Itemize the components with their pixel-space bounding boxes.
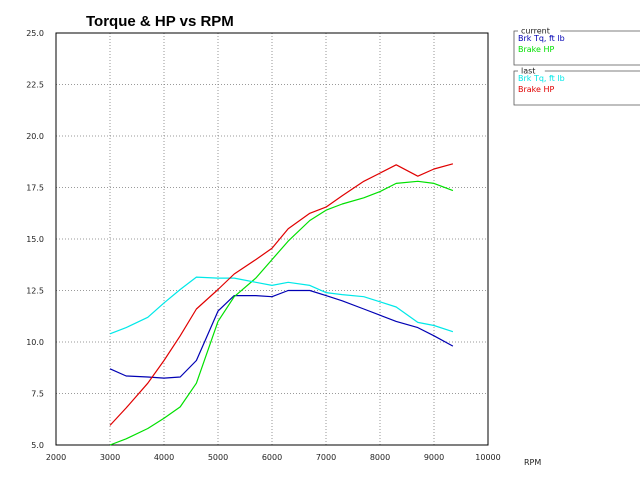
- grid-lines: [56, 33, 488, 445]
- legend-group-title: current: [521, 27, 550, 36]
- x-tick-label: 9000: [424, 453, 444, 462]
- plot-frame: [55, 32, 489, 446]
- x-tick-label: 4000: [154, 453, 174, 462]
- legend-group-title: last: [521, 67, 535, 76]
- x-tick-label: 7000: [316, 453, 336, 462]
- x-tick-label: 8000: [370, 453, 390, 462]
- y-tick-label: 5.0: [31, 441, 44, 450]
- y-tick-label: 25.0: [26, 29, 44, 38]
- series-line-current-brake-hp: [109, 180, 454, 446]
- legend-entry: Brake HP: [518, 85, 555, 94]
- y-tick-label: 10.0: [26, 338, 44, 347]
- x-tick-label: 5000: [208, 453, 228, 462]
- x-tick-label: 10000: [475, 453, 500, 462]
- series-line-current-brk-tq-ft-lb: [109, 289, 454, 379]
- tick-labels: 2000 3000 4000 5000 6000 7000 8000 9000 10000 5.0…: [26, 29, 501, 462]
- chart-title: Torque & HP vs RPM: [86, 13, 234, 30]
- series-line-last-brk-tq-ft-lb: [109, 276, 454, 335]
- legend-box: [513, 70, 640, 106]
- legend-box: [513, 30, 640, 66]
- y-tick-label: 20.0: [26, 132, 44, 141]
- legend-title-bg: [518, 66, 545, 75]
- legend-entry: Brk Tq, ft lb: [518, 34, 565, 43]
- legend-title-bg: [518, 26, 561, 35]
- legend-entry: Brake HP: [518, 45, 555, 54]
- y-tick-label: 15.0: [26, 235, 44, 244]
- y-tick-label: 17.5: [26, 184, 44, 193]
- series-lines: [109, 163, 454, 446]
- y-tick-label: 12.5: [26, 287, 44, 296]
- series-line-last-brake-hp: [109, 163, 454, 426]
- x-tick-label: 6000: [262, 453, 282, 462]
- y-tick-label: 22.5: [26, 81, 44, 90]
- y-tick-label: 7.5: [31, 390, 44, 399]
- x-axis-label: RPM: [524, 458, 541, 467]
- x-tick-label: 3000: [100, 453, 120, 462]
- legend-entry: Brk Tq, ft lb: [518, 74, 565, 83]
- x-tick-label: 2000: [46, 453, 66, 462]
